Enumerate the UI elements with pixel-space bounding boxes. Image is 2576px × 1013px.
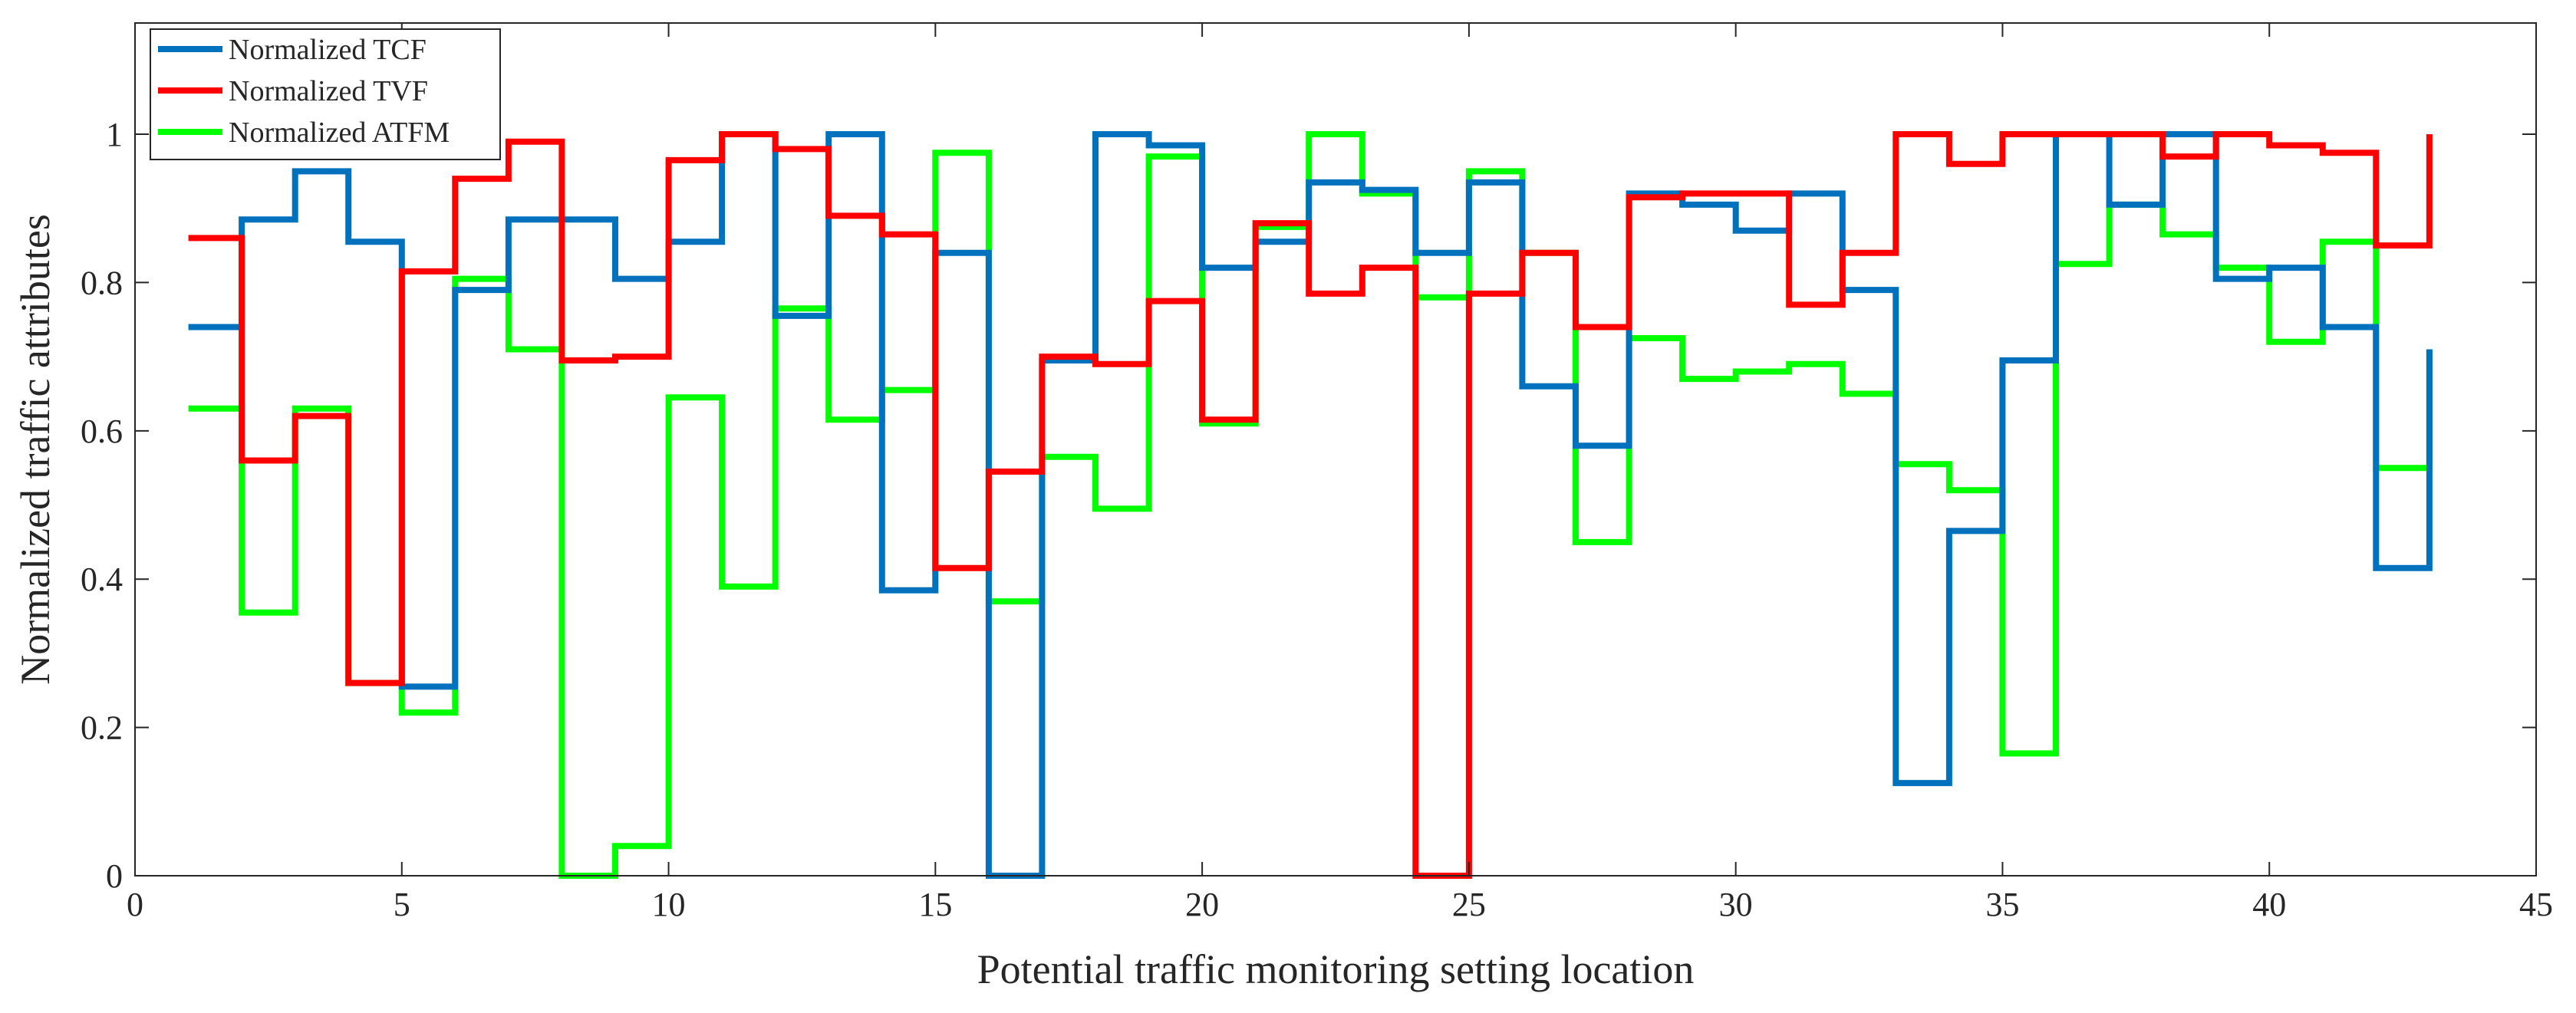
y-axis: 0 0.2 0.4 0.6 0.8 1	[81, 116, 2536, 895]
y-tick-label: 0.8	[81, 264, 123, 301]
x-tick-label: 10	[652, 886, 686, 923]
y-tick-label: 1	[106, 116, 123, 153]
x-tick-label: 25	[1452, 886, 1486, 923]
x-tick-label: 0	[127, 886, 143, 923]
x-tick-label: 30	[1719, 886, 1753, 923]
plot-background	[135, 23, 2536, 876]
x-tick-label: 35	[1985, 886, 2019, 923]
x-tick-label: 15	[918, 886, 952, 923]
y-tick-label: 0	[106, 857, 123, 895]
x-tick-label: 40	[2252, 886, 2286, 923]
legend-label: Normalized TCF	[229, 34, 427, 66]
x-axis-label: Potential traffic monitoring setting loc…	[977, 946, 1695, 992]
legend: Normalized TCF Normalized TVF Normalized A…	[150, 28, 501, 160]
series-line-normalized-tvf	[188, 131, 2433, 879]
y-tick-label: 0.4	[81, 561, 123, 598]
y-tick-label: 0.6	[81, 413, 123, 450]
legend-label: Normalized TVF	[229, 75, 428, 107]
x-tick-label: 45	[2519, 886, 2553, 923]
x-tick-label: 20	[1185, 886, 1219, 923]
y-tick-label: 0.2	[81, 709, 123, 747]
x-tick-label: 5	[394, 886, 410, 923]
plot-frame	[134, 22, 2537, 877]
y-axis-label: Normalized traffic attributes	[12, 214, 58, 685]
legend-label: Normalized ATFM	[229, 117, 450, 149]
x-axis: 0 5 10 15 20 25 30 35 40 45	[127, 23, 2553, 923]
